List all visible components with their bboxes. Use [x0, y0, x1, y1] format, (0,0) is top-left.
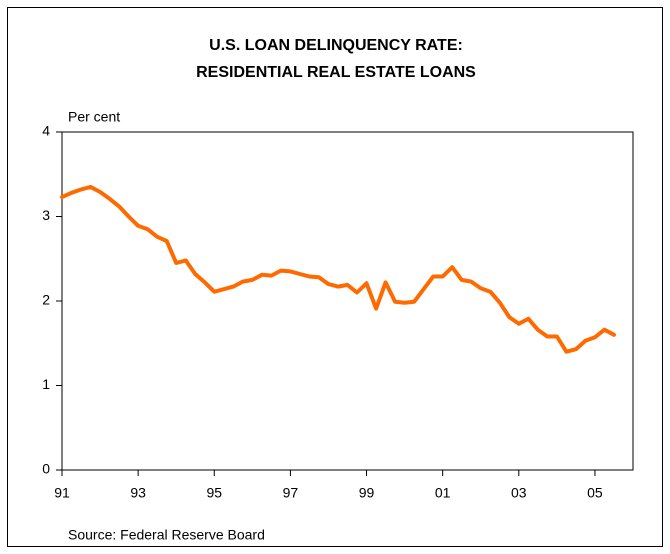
x-tick-label: 99 [359, 485, 375, 501]
x-tick-label: 01 [435, 485, 451, 501]
x-tick-label: 95 [206, 485, 222, 501]
x-tick-label: 05 [587, 485, 603, 501]
frame [7, 7, 663, 547]
y-tick-label: 4 [42, 123, 50, 139]
x-tick-label: 91 [54, 485, 70, 501]
chart-title: RESIDENTIAL REAL ESTATE LOANS [196, 64, 476, 81]
x-tick-label: 03 [511, 485, 527, 501]
data-line [60, 184, 616, 354]
source-note: Source: Federal Reserve Board [68, 527, 265, 543]
chart-title: U.S. LOAN DELINQUENCY RATE: [209, 37, 463, 54]
x-tick-label: 93 [130, 485, 146, 501]
y-tick-label: 1 [42, 376, 50, 392]
x-tick-label: 97 [283, 485, 299, 501]
y-tick-label: 3 [42, 207, 50, 223]
y-tick-label: 2 [42, 292, 50, 308]
y-axis-label: Per cent [68, 109, 120, 125]
y-tick-label: 0 [42, 461, 50, 477]
